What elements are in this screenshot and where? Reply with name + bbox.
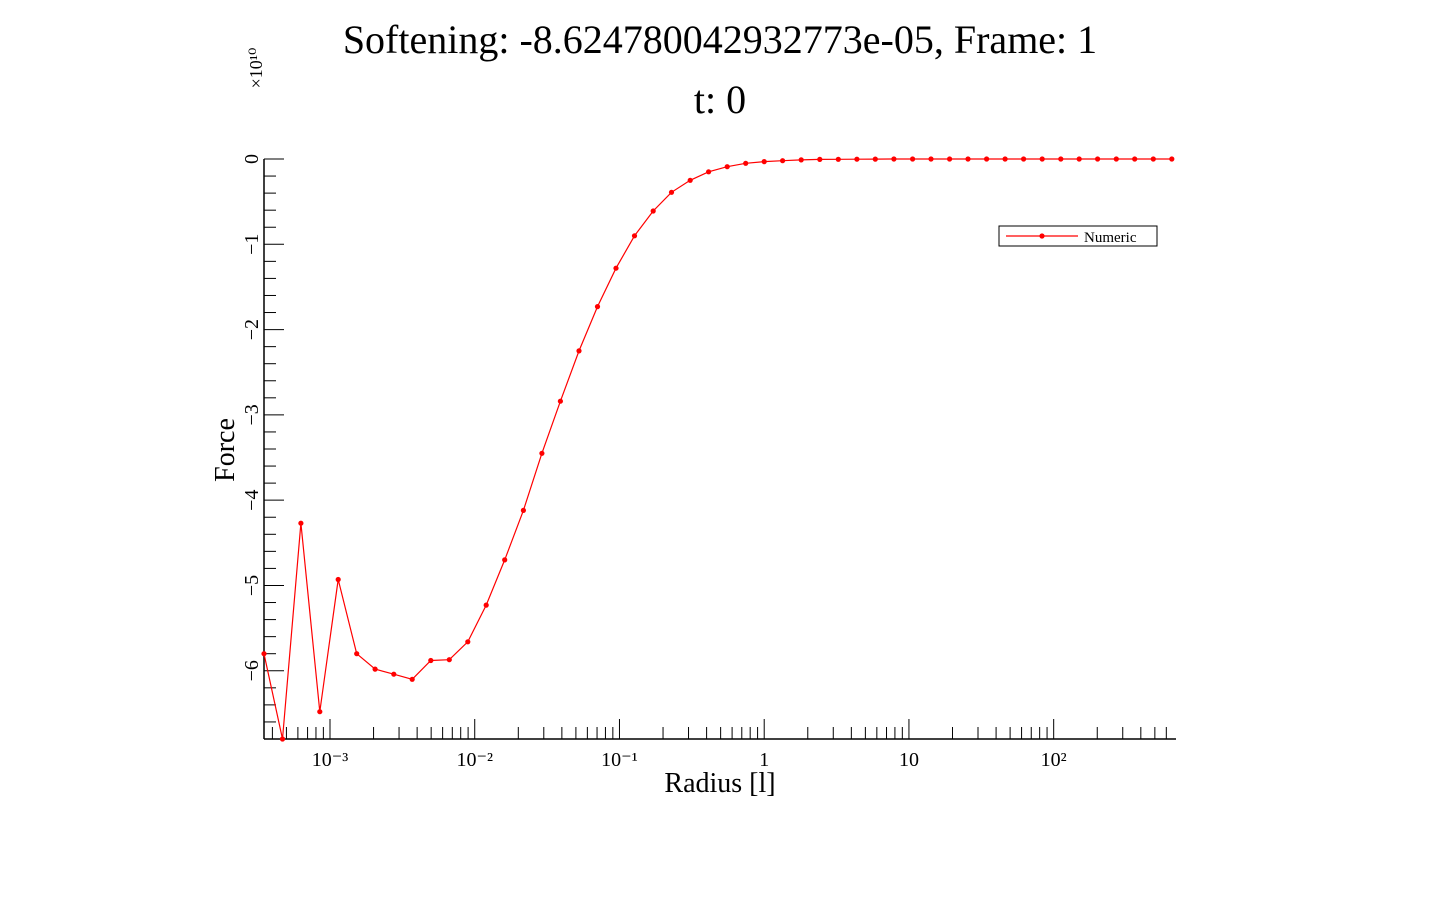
- x-tick-label: 10: [899, 749, 919, 771]
- x-tick-label: 10⁻²: [456, 749, 493, 771]
- data-point: [372, 666, 378, 672]
- data-point: [576, 348, 582, 354]
- x-tick-label: 10⁻³: [312, 749, 349, 771]
- y-multiplier-label: ×10¹⁰: [246, 48, 266, 89]
- data-point: [1150, 156, 1156, 162]
- data-point: [631, 233, 638, 239]
- y-tick-label: −1: [241, 234, 263, 255]
- data-point: [279, 736, 286, 742]
- data-point: [428, 657, 434, 664]
- data-point: [798, 157, 804, 163]
- data-point: [317, 709, 323, 715]
- data-point: [1132, 156, 1138, 162]
- data-point: [557, 398, 564, 404]
- x-tick-label: 10²: [1041, 749, 1067, 771]
- legend-marker: [1039, 233, 1045, 239]
- data-point: [1076, 156, 1082, 162]
- data-point: [1095, 156, 1101, 162]
- y-axis-label: Force: [210, 418, 241, 482]
- data-point: [1021, 156, 1027, 162]
- data-point: [928, 156, 934, 162]
- data-point: [1002, 156, 1008, 162]
- data-point: [1058, 156, 1064, 162]
- x-tick-label: 10⁻¹: [601, 749, 638, 771]
- x-axis-label: Radius [l]: [664, 768, 776, 799]
- y-tick-label: −3: [241, 404, 263, 425]
- data-point: [817, 156, 823, 162]
- data-point: [335, 576, 341, 583]
- legend-label: Numeric: [1084, 230, 1137, 246]
- ticks: 10⁻³ 10⁻² 10⁻¹ 1 10 10² 0 −1 −2 −3 −4 −5 −6: [241, 154, 1167, 771]
- data-point: [1113, 156, 1119, 162]
- data-point: [761, 159, 767, 165]
- data-point: [835, 156, 841, 162]
- data-point: [446, 657, 452, 663]
- chart-subtitle: t: 0: [693, 77, 747, 122]
- data-point: [391, 671, 397, 677]
- data-point: [1039, 156, 1045, 162]
- x-tick-label: 1: [759, 749, 769, 771]
- series-line: [263, 158, 1172, 740]
- data-point: [520, 507, 527, 513]
- data-point: [483, 602, 489, 608]
- data-point: [354, 651, 360, 657]
- data-point: [668, 189, 675, 195]
- data-point: [724, 164, 730, 170]
- data-point: [465, 639, 471, 645]
- data-point: [687, 177, 693, 183]
- data-point: [298, 520, 304, 526]
- y-tick-label: 0: [241, 154, 263, 164]
- data-point: [891, 156, 897, 162]
- data-point: [780, 158, 786, 164]
- data-point: [872, 156, 878, 162]
- y-tick-label: −2: [241, 319, 263, 340]
- legend: Numeric: [998, 225, 1158, 247]
- y-tick-label: −4: [241, 490, 263, 511]
- series-layer: [261, 156, 1175, 742]
- data-point: [706, 169, 712, 175]
- data-point: [984, 156, 990, 162]
- data-point: [261, 651, 267, 657]
- y-tick-label: −5: [241, 575, 263, 596]
- data-point: [910, 156, 916, 162]
- data-point: [594, 304, 601, 310]
- data-point: [409, 676, 415, 682]
- data-point: [613, 265, 619, 271]
- data-point: [743, 160, 749, 166]
- data-point: [1169, 156, 1175, 162]
- data-point: [965, 156, 971, 162]
- data-point: [502, 557, 508, 563]
- data-point: [650, 208, 656, 214]
- data-point: [854, 156, 860, 162]
- chart-title: Softening: -8.624780042932773e-05, Frame…: [342, 17, 1098, 62]
- data-point: [947, 156, 953, 162]
- data-point: [539, 450, 545, 456]
- y-tick-label: −6: [241, 660, 263, 681]
